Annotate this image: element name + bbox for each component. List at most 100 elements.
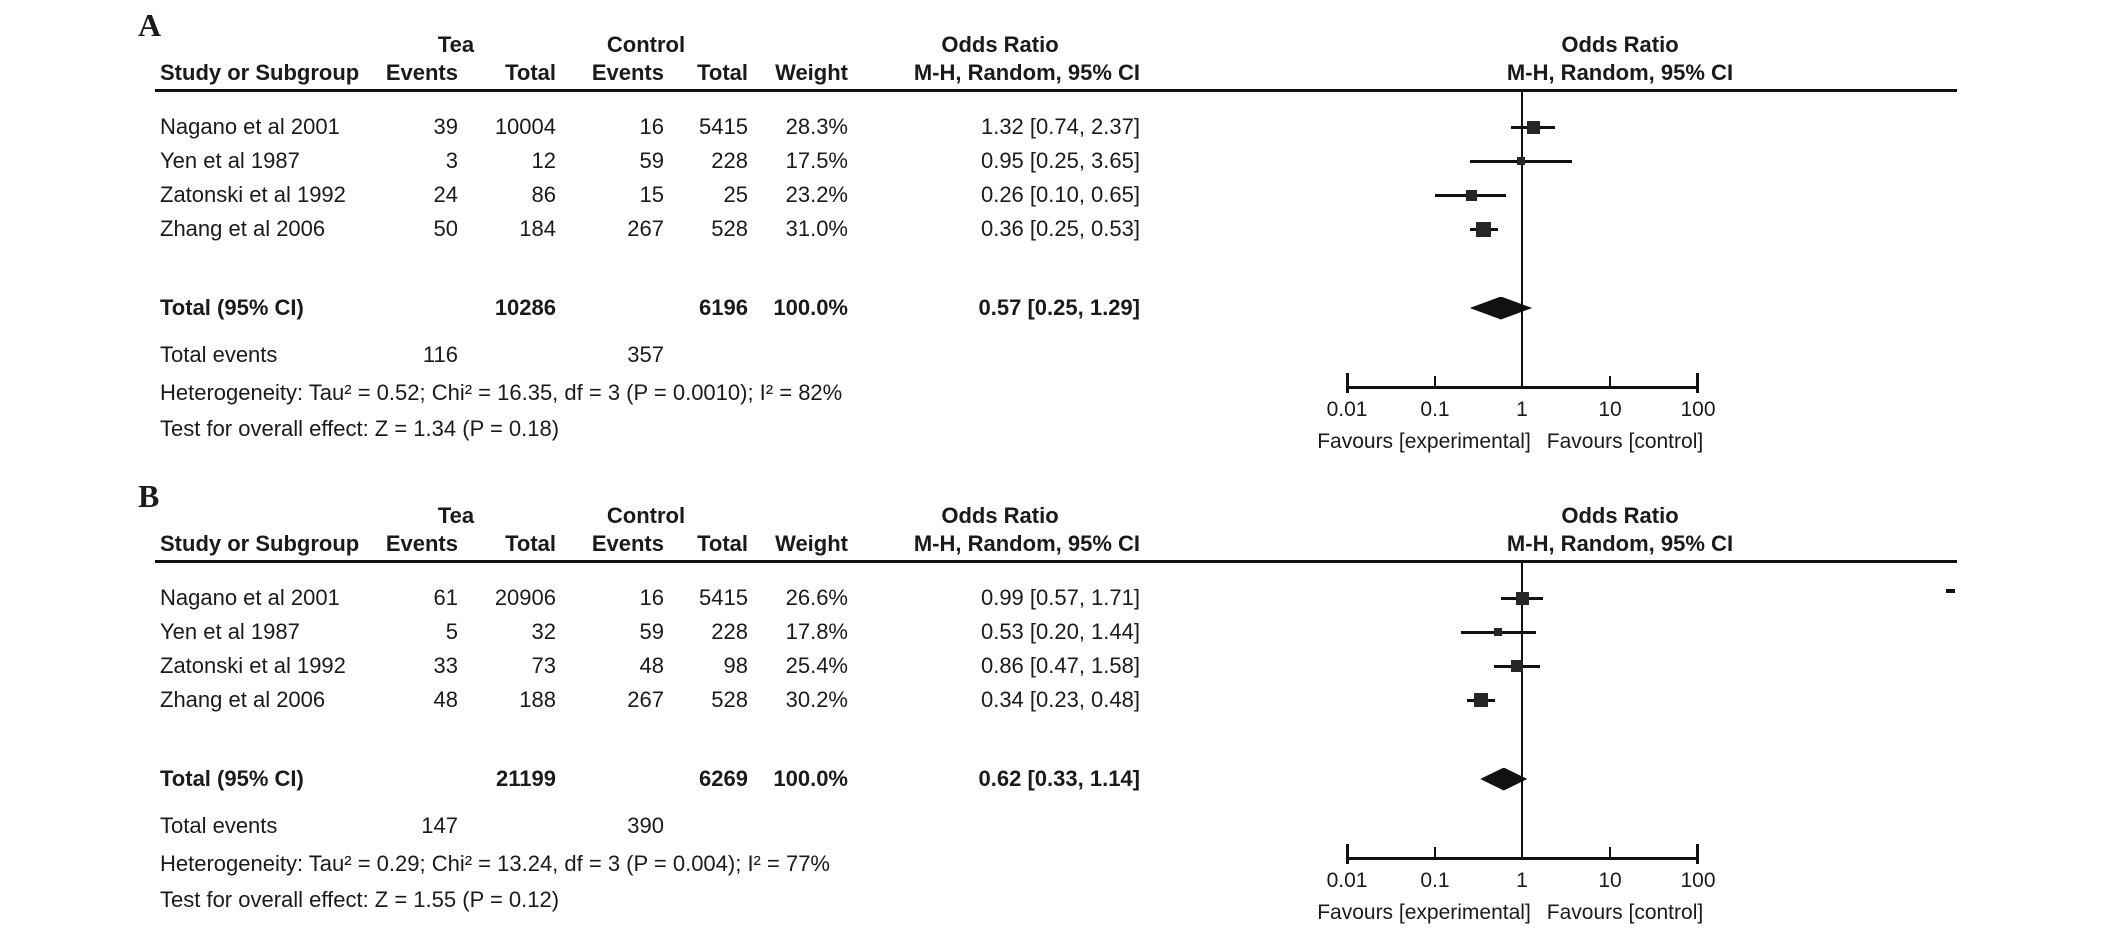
odds-ratio-plot-group-header: Odds Ratio	[1561, 32, 1679, 57]
ctrl-events-cell: 16	[639, 585, 664, 610]
or-ci-cell: 0.99 [0.57, 1.71]	[980, 585, 1140, 610]
tick-label: 1	[1516, 398, 1528, 421]
tea-events-cell: 61	[433, 585, 458, 610]
mh-ci-plot-column-header: M-H, Random, 95% CI	[1506, 60, 1734, 85]
tick-label: 0.1	[1420, 398, 1450, 421]
tea-group-header: Tea	[437, 503, 475, 528]
axis-tick	[1434, 847, 1436, 860]
effect-square	[1474, 693, 1489, 707]
tick-label: 0.1	[1420, 869, 1450, 892]
tick-label: 10	[1598, 398, 1622, 421]
null-effect-center-line	[1521, 92, 1523, 388]
ctrl-total-column-header: Total	[697, 531, 748, 556]
weight-column-header: Weight	[775, 531, 848, 556]
odds-ratio-plot-group-header: Odds Ratio	[1561, 503, 1679, 528]
pooled-diamond	[1469, 296, 1533, 320]
ctrl-events-cell: 15	[639, 182, 664, 207]
total-events-tea-value: 116	[422, 342, 458, 367]
favours-control-label: Favours [control]	[1546, 901, 1704, 924]
header-rule	[155, 89, 1957, 92]
effect-square	[1465, 189, 1477, 201]
effect-square	[1476, 221, 1492, 237]
tea-events-cell: 24	[433, 182, 458, 207]
tea-events-cell: 50	[433, 216, 458, 241]
axis-tick	[1521, 376, 1523, 389]
heterogeneity-text: Heterogeneity: Tau² = 0.29; Chi² = 13.24…	[160, 851, 830, 876]
or-ci-cell: 1.32 [0.74, 2.37]	[980, 114, 1140, 139]
total-row-label: Total (95% CI)	[160, 766, 304, 791]
tea-total-cell: 32	[531, 619, 556, 644]
tick-label: 0.01	[1326, 869, 1368, 892]
tea-events-column-header: Events	[385, 60, 458, 85]
study-column-header: Study or Subgroup	[160, 531, 360, 556]
ctrl-total-cell: 528	[711, 687, 748, 712]
header-rule	[155, 560, 1957, 563]
weight-cell: 31.0%	[785, 216, 848, 241]
tea-total-cell: 184	[519, 216, 556, 241]
weight-cell: 17.8%	[785, 619, 848, 644]
tea-total-cell: 20906	[494, 585, 556, 610]
panel-A: A Tea Control Odds Ratio Odds Ratio Stud…	[138, 7, 1957, 453]
tick-label: 100	[1680, 869, 1716, 892]
tea-events-cell: 33	[433, 653, 458, 678]
control-group-header: Control	[606, 503, 686, 528]
or-ci-cell: 0.34 [0.23, 0.48]	[980, 687, 1140, 712]
total-events-label: Total events	[160, 813, 278, 838]
panel-label: A	[138, 7, 162, 43]
or-ci-cell: 0.36 [0.25, 0.53]	[980, 216, 1140, 241]
or-ci-cell: 0.26 [0.10, 0.65]	[980, 182, 1140, 207]
ctrl-total-cell: 528	[711, 216, 748, 241]
stray-mark	[1946, 589, 1955, 593]
study-column-header: Study or Subgroup	[160, 60, 360, 85]
tea-events-cell: 48	[433, 687, 458, 712]
effect-square	[1510, 660, 1523, 672]
axis-tick	[1346, 844, 1349, 864]
axis-tick	[1696, 844, 1699, 864]
pooled-diamond	[1480, 767, 1528, 791]
axis-tick	[1609, 376, 1611, 389]
study-name: Yen et al 1987	[160, 619, 300, 644]
study-name: Zhang et al 2006	[160, 687, 326, 712]
total-ctrl-total: 6196	[699, 295, 748, 320]
ctrl-events-cell: 16	[639, 114, 664, 139]
overall-effect-text: Test for overall effect: Z = 1.55 (P = 0…	[160, 887, 560, 912]
tea-events-column-header: Events	[385, 531, 458, 556]
axis-tick	[1521, 847, 1523, 860]
weight-cell: 28.3%	[785, 114, 848, 139]
favours-control-label: Favours [control]	[1546, 430, 1704, 453]
total-tea-total: 10286	[494, 295, 556, 320]
tea-total-cell: 86	[531, 182, 556, 207]
ctrl-events-cell: 59	[639, 148, 664, 173]
panel-B: B Tea Control Odds Ratio Odds Ratio Stud…	[0, 471, 2126, 942]
weight-cell: 26.6%	[785, 585, 848, 610]
total-or-ci: 0.62 [0.33, 1.14]	[978, 766, 1140, 791]
null-effect-center-line	[1521, 563, 1523, 859]
ctrl-total-cell: 5415	[699, 585, 748, 610]
tea-group-header: Tea	[437, 32, 475, 57]
study-name: Zhang et al 2006	[160, 216, 326, 241]
weight-column-header: Weight	[775, 60, 848, 85]
tick-label: 10	[1598, 869, 1622, 892]
study-name: Yen et al 1987	[160, 148, 300, 173]
axis-tick	[1346, 373, 1349, 393]
axis-tick	[1609, 847, 1611, 860]
effect-square	[1515, 591, 1529, 605]
study-name: Nagano et al 2001	[160, 585, 340, 610]
ctrl-events-cell: 48	[639, 653, 664, 678]
weight-cell: 17.5%	[785, 148, 848, 173]
favours-experimental-label: Favours [experimental]	[1317, 901, 1531, 924]
study-name: Nagano et al 2001	[160, 114, 340, 139]
ctrl-total-column-header: Total	[697, 60, 748, 85]
ctrl-events-column-header: Events	[591, 531, 664, 556]
ctrl-total-cell: 228	[711, 148, 748, 173]
mh-ci-plot-column-header: M-H, Random, 95% CI	[1506, 531, 1734, 556]
ctrl-events-cell: 267	[627, 216, 664, 241]
total-tea-total: 21199	[496, 766, 556, 791]
study-name: Zatonski et al 1992	[160, 653, 346, 678]
total-ctrl-total: 6269	[699, 766, 748, 791]
odds-ratio-text-group-header: Odds Ratio	[941, 503, 1059, 528]
or-ci-cell: 0.86 [0.47, 1.58]	[980, 653, 1140, 678]
total-or-ci: 0.57 [0.25, 1.29]	[978, 295, 1140, 320]
effect-square	[1516, 157, 1525, 165]
